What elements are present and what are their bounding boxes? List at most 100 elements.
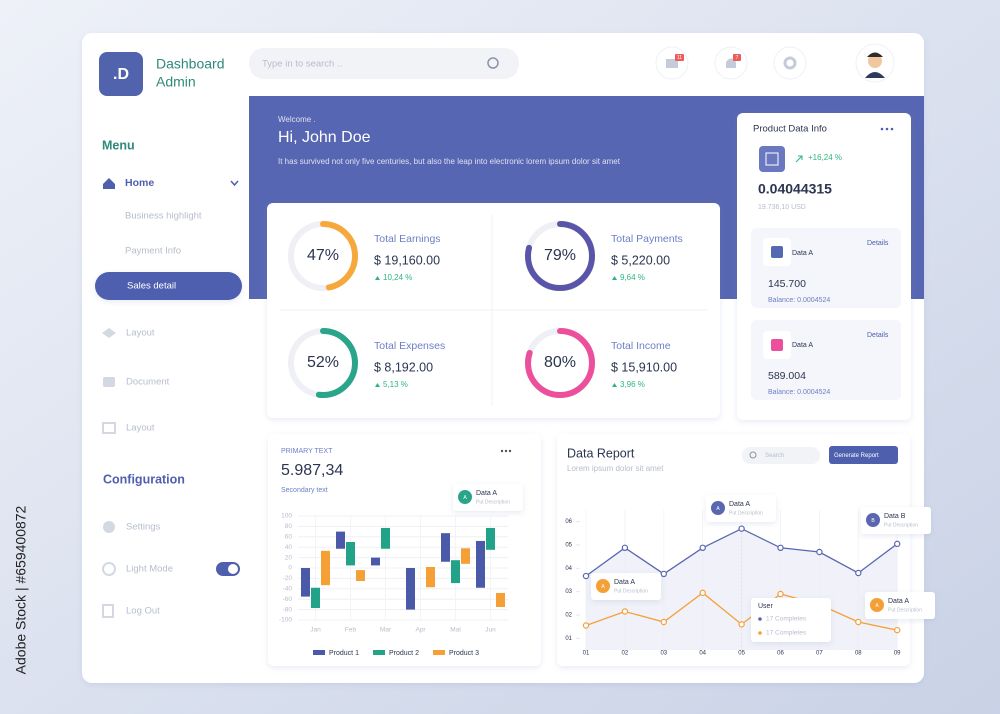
config-item[interactable]: Settings (126, 522, 161, 533)
stat-change: 3,96 % (620, 380, 645, 389)
x-tick-label: Mar (380, 627, 392, 634)
stat-change: 5,13 % (383, 380, 408, 389)
bar (311, 587, 320, 609)
x-tick-label: Jun (485, 627, 496, 634)
tooltip-badge-text: B (871, 518, 875, 524)
ring-label: 79% (544, 247, 576, 264)
tooltip (861, 507, 931, 534)
details-link[interactable]: Details (867, 332, 889, 339)
menu-item[interactable]: Layout (126, 423, 155, 434)
point (816, 548, 823, 556)
card-amount: 589.004 (768, 370, 806, 382)
card-balance: Balance: 0.0004524 (768, 297, 830, 304)
more-dot[interactable] (880, 127, 884, 131)
ring-arc (288, 221, 358, 291)
up-triangle (612, 276, 617, 280)
button-label[interactable]: Generate Report (834, 453, 879, 459)
bar (381, 527, 390, 549)
y-tick-label: 03 (565, 589, 572, 595)
mail-count: 11 (677, 55, 682, 61)
product-image (759, 146, 785, 172)
submenu-item[interactable]: Payment Info (125, 246, 181, 257)
more-dot[interactable] (508, 449, 512, 453)
user-row: 17 Completes (766, 630, 807, 637)
chart-search-text[interactable]: Search (765, 453, 784, 459)
settings-button[interactable] (773, 46, 807, 80)
menu-heading: Menu (102, 138, 135, 152)
point (855, 569, 862, 577)
stat-label: Total Payments (611, 233, 683, 245)
point (660, 618, 668, 626)
tooltip-badge (596, 579, 610, 593)
y-tick-label: 60 (285, 534, 293, 541)
x-tick-label: Jan (310, 627, 321, 634)
search-placeholder[interactable]: Type in to search .. (262, 59, 342, 70)
submenu-item[interactable]: Business highlight (125, 211, 202, 222)
config-item[interactable]: Log Out (126, 606, 160, 617)
chart-subtitle: Lorem ipsum dolor sit amet (567, 464, 664, 473)
settings-icon (103, 521, 115, 533)
avatar-body (865, 72, 885, 78)
tooltip-badge-text: A (875, 603, 879, 609)
more-dot[interactable] (890, 127, 894, 131)
point (777, 544, 784, 552)
details-link[interactable]: Details (867, 240, 889, 247)
menu-item[interactable]: Document (126, 377, 170, 388)
more-dot[interactable] (500, 449, 504, 453)
point (777, 590, 784, 598)
config-item[interactable]: Light Mode (126, 564, 173, 575)
point (894, 626, 901, 634)
ring-arc (288, 328, 358, 398)
image-icon (765, 152, 779, 166)
stat-change: 10,24 % (383, 273, 412, 282)
toggle-knob (228, 564, 238, 574)
generate-report-button[interactable] (829, 446, 898, 464)
point (582, 622, 590, 629)
bar (441, 533, 450, 562)
point (621, 544, 629, 552)
bar (486, 527, 495, 550)
y-tick-label: -20 (283, 575, 293, 582)
search-box[interactable] (249, 48, 519, 79)
product-usd: 19.736,10 USD (758, 204, 806, 211)
avatar-hair (867, 52, 883, 57)
y-tick-label: 100 (281, 513, 292, 520)
y-tick-label: -80 (283, 606, 293, 613)
active-menu-item[interactable] (95, 272, 242, 300)
y-tick-label: 02 (565, 613, 572, 619)
search-icon[interactable] (487, 57, 499, 69)
theme-icon (102, 562, 116, 576)
ring-label: 80% (544, 354, 576, 371)
y-tick-label: 40 (285, 544, 293, 551)
stat-label: Total Expenses (374, 340, 445, 352)
tooltip-text: Put Description (614, 588, 648, 594)
bar (321, 550, 330, 586)
tooltip (865, 592, 935, 619)
tooltip-badge-text: A (716, 506, 720, 512)
x-tick-label: 02 (622, 651, 629, 657)
chart-search[interactable] (742, 447, 820, 464)
legend-swatch (373, 650, 385, 655)
x-tick-label: 08 (855, 651, 862, 657)
x-tick-label: Feb (345, 627, 357, 634)
tooltip-text: Put Description (888, 607, 922, 613)
menu-item[interactable]: Layout (126, 328, 155, 339)
user-row: 17 Completes (766, 616, 807, 623)
bar (336, 531, 345, 549)
menu-item[interactable]: Home (125, 177, 154, 189)
more-dot[interactable] (504, 449, 508, 453)
bar (496, 592, 505, 607)
point (660, 570, 668, 578)
bar (371, 557, 380, 566)
y-tick-label: 20 (285, 554, 293, 561)
x-tick-label: 04 (699, 651, 706, 657)
more-dot[interactable] (885, 127, 889, 131)
chevron[interactable] (230, 180, 239, 187)
legend-label: Product 2 (389, 650, 419, 657)
user-dot (758, 617, 762, 621)
bar (461, 548, 470, 564)
chart-sublabel: Secondary text (281, 487, 328, 494)
submenu-item[interactable]: Sales detail (127, 281, 176, 292)
ring-label: 52% (307, 354, 339, 371)
